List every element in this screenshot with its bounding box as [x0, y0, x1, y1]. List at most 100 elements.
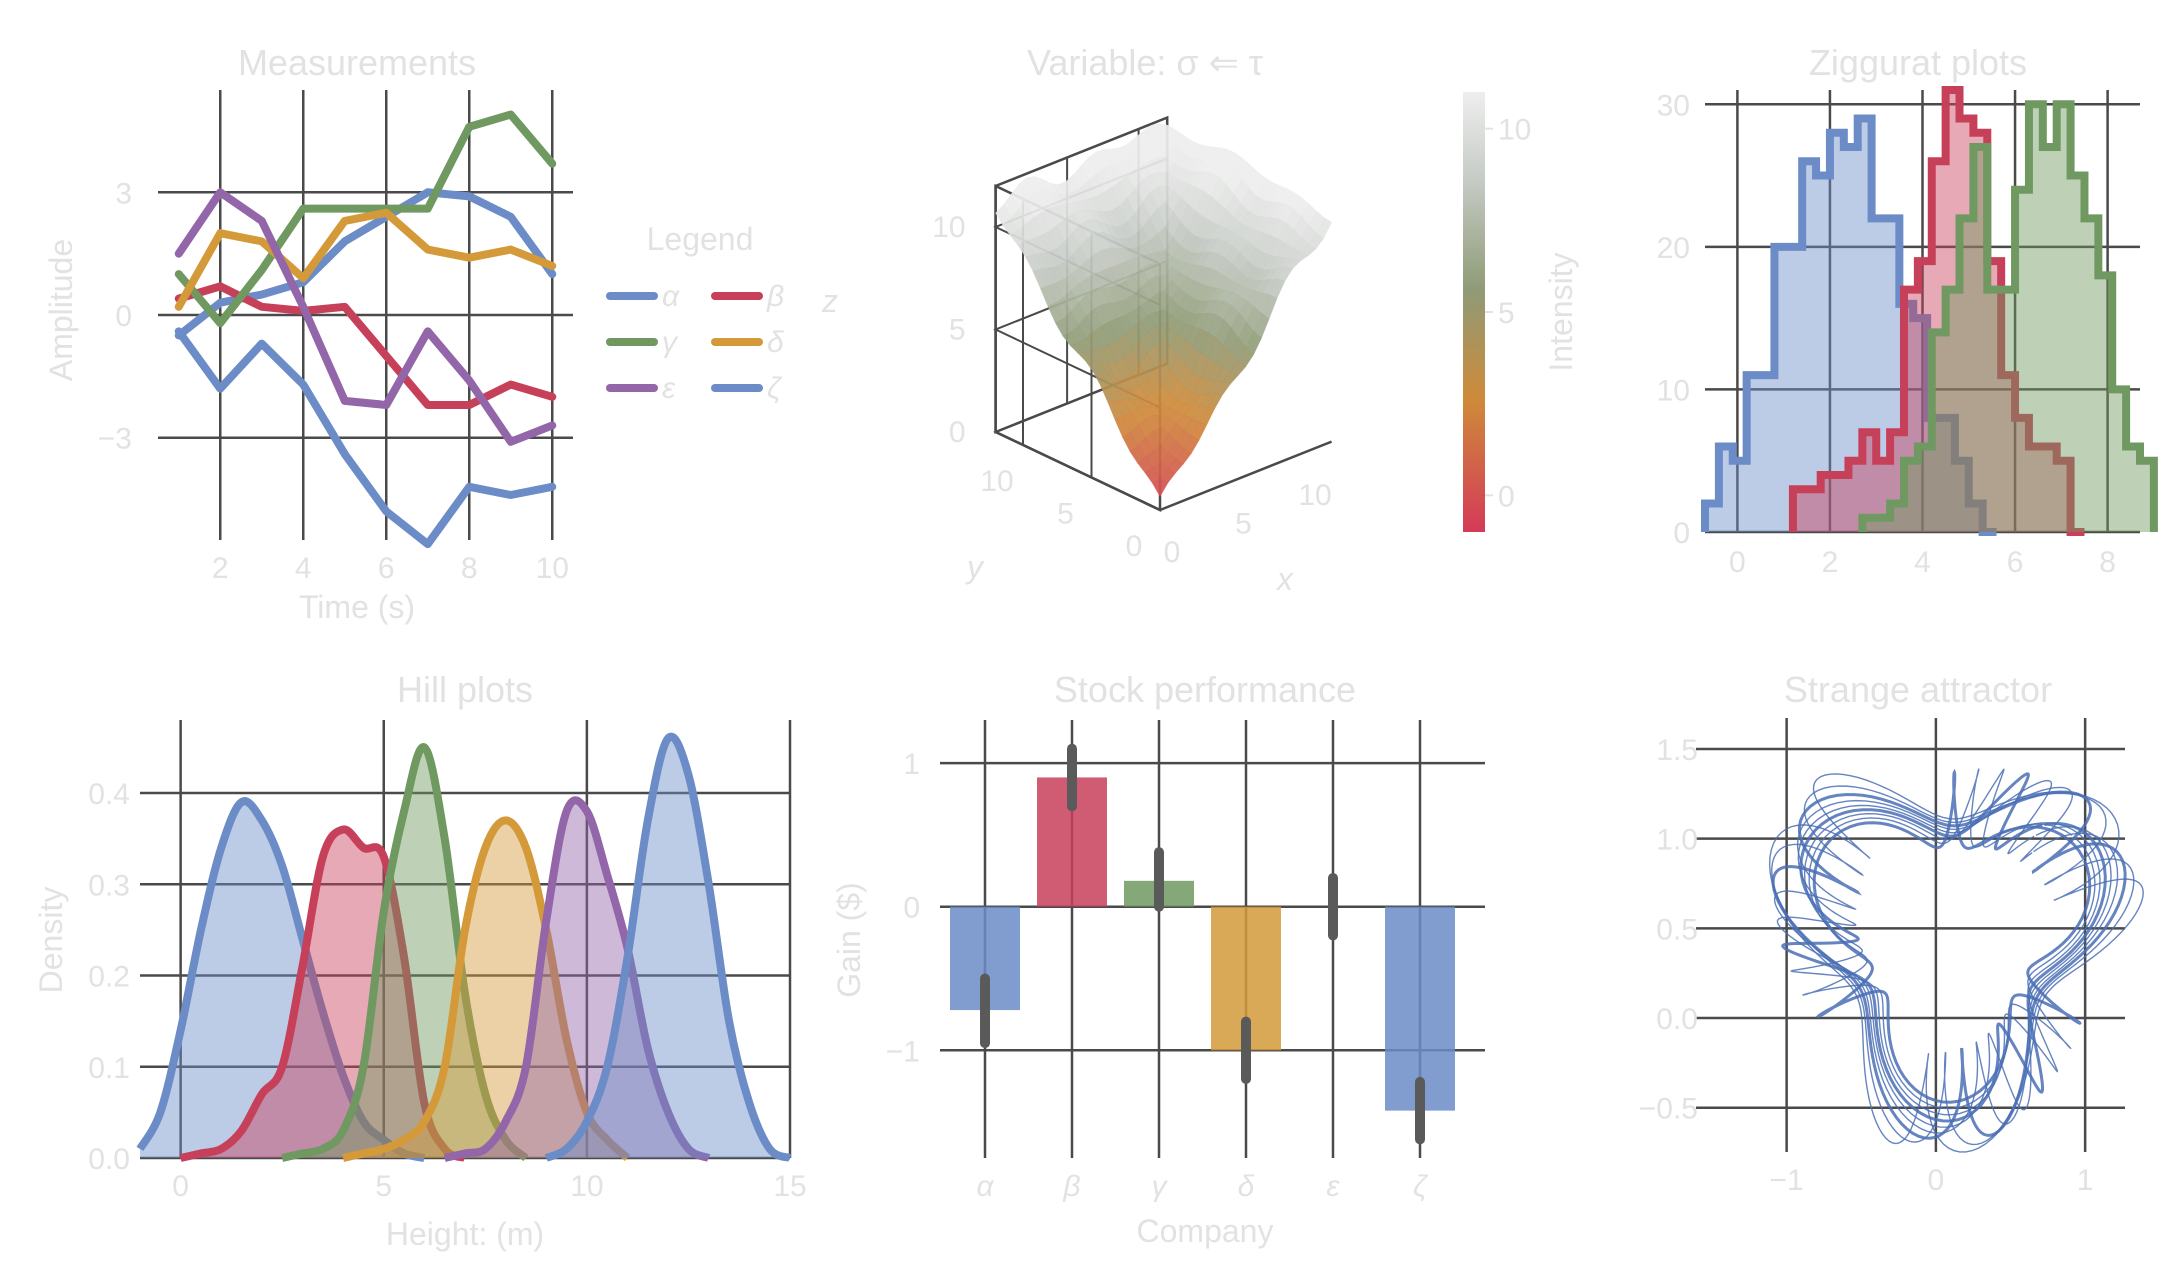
legend-label: γ — [662, 326, 679, 359]
density-fill-5 — [444, 800, 709, 1158]
y-tick-label: −0.5 — [1639, 1093, 1698, 1126]
legend-label: ε — [662, 372, 676, 405]
y-tick-label: 3 — [115, 177, 132, 210]
hill-ylabel: Density — [33, 887, 69, 994]
hill-xlabel: Height: (m) — [386, 1216, 544, 1252]
density-line-1 — [136, 797, 426, 1162]
x-tick-label: 15 — [773, 1170, 806, 1203]
y-tick-label: 0 — [1673, 517, 1690, 550]
colorbar — [1463, 92, 1485, 532]
series-line-6 — [174, 327, 557, 549]
x-tick-label: β — [1062, 1170, 1080, 1203]
attractor-trajectory-2 — [1801, 768, 2096, 1110]
y-tick-label: 1 — [903, 748, 920, 781]
y-tick-label: −1 — [886, 1035, 920, 1068]
colorbar-tick-label: 10 — [1498, 114, 1531, 147]
measurements-panel: Measurements Time (s) Amplitude 2 4 6 8 10 −3… — [43, 42, 784, 625]
z-tick-label: 10 — [932, 211, 965, 244]
y-tick-label: 0.0 — [1656, 1003, 1698, 1036]
histogram-fill-1 — [1705, 118, 1997, 533]
surface-zlabel: z — [821, 283, 838, 319]
colorbar-tick-label: 0 — [1498, 480, 1515, 513]
density-fill-6 — [546, 736, 790, 1158]
x-tick-label: 0 — [1164, 536, 1181, 569]
histogram-step-3 — [1858, 100, 2158, 532]
surface-ylabel: y — [965, 549, 985, 585]
x-tick-label: 10 — [570, 1170, 603, 1203]
ziggurat-title: Ziggurat plots — [1809, 42, 2027, 83]
attractor-trajectory-1 — [1812, 768, 2092, 1104]
y-tick-label: 0.4 — [88, 778, 130, 811]
x-tick-label: 4 — [295, 552, 312, 585]
measurements-title: Measurements — [238, 42, 476, 83]
x-tick-label: ζ — [1413, 1170, 1429, 1203]
y-tick-label: 0.5 — [1656, 913, 1698, 946]
measurements-ylabel: Amplitude — [43, 239, 79, 381]
density-line-2 — [179, 825, 467, 1162]
density-fill-4 — [343, 820, 628, 1158]
stock-title: Stock performance — [1054, 669, 1356, 710]
x-tick-label: 6 — [2007, 546, 2024, 579]
ziggurat-panel: Ziggurat plots 0 2 4 6 8 0 10 20 30 — [1657, 42, 2158, 579]
y-tick-label: 0 — [903, 892, 920, 925]
bar — [1385, 906, 1455, 1111]
stock-panel: Stock performance Company Gain ($) α β γ δ ε… — [831, 669, 1485, 1249]
y-tick-label: 10 — [980, 465, 1013, 498]
attractor-trajectory-9 — [1768, 773, 2144, 1153]
y-tick-label: −3 — [98, 423, 132, 456]
colorbar-label: Intensity — [1543, 252, 1579, 371]
x-tick-label: 8 — [461, 552, 478, 585]
series-line-4 — [174, 208, 557, 311]
x-tick-label: 5 — [1235, 508, 1252, 541]
legend-label: δ — [767, 326, 784, 359]
stock-xlabel: Company — [1137, 1213, 1274, 1249]
x-tick-label: δ — [1238, 1170, 1255, 1203]
x-tick-label: 4 — [1914, 546, 1931, 579]
x-tick-label: γ — [1152, 1170, 1169, 1203]
y-tick-label: 1.5 — [1656, 734, 1698, 767]
y-tick-label: 0.3 — [88, 869, 130, 902]
stock-ylabel: Gain ($) — [831, 882, 867, 998]
x-tick-label: 2 — [212, 552, 229, 585]
y-tick-label: 30 — [1657, 89, 1690, 122]
histogram-step-1 — [1701, 114, 1997, 536]
legend-label: α — [662, 280, 680, 313]
attractor-trajectory-4 — [1781, 772, 2107, 1123]
y-tick-label: 1.0 — [1656, 824, 1698, 857]
x-tick-label: 10 — [536, 552, 569, 585]
series-line-5 — [174, 188, 557, 446]
density-fill-3 — [282, 747, 526, 1158]
y-tick-label: 20 — [1657, 232, 1690, 265]
x-tick-label: −1 — [1770, 1164, 1804, 1197]
density-line-5 — [443, 796, 711, 1162]
colorbar-tick-label: 5 — [1498, 297, 1515, 330]
y-tick-label: 0 — [115, 300, 132, 333]
x-tick-label: 1 — [2077, 1164, 2094, 1197]
y-tick-label: 0.1 — [88, 1052, 130, 1085]
attractor-trajectory-7 — [1771, 790, 2127, 1140]
x-tick-label: 10 — [1298, 479, 1331, 512]
y-tick-label: 0.2 — [88, 961, 130, 994]
x-tick-label: 0 — [1928, 1164, 1945, 1197]
x-tick-label: 5 — [375, 1170, 392, 1203]
x-tick-label: 0 — [172, 1170, 189, 1203]
x-tick-label: ε — [1326, 1170, 1340, 1203]
density-line-6 — [544, 732, 792, 1162]
y-tick-label: 10 — [1657, 374, 1690, 407]
surface-title: Variable: σ ⇐ τ — [1027, 42, 1263, 83]
surface-facet — [1152, 478, 1169, 498]
series-line-3 — [174, 110, 557, 328]
attractor-trajectory-3 — [1790, 768, 2101, 1116]
z-tick-label: 0 — [949, 416, 966, 449]
measurements-xlabel: Time (s) — [299, 589, 415, 625]
axes-edge — [995, 430, 1333, 512]
z-tick-label: 5 — [949, 314, 966, 347]
surface-xlabel: x — [1275, 561, 1294, 597]
attractor-trajectory-8 — [1771, 785, 2135, 1146]
density-line-3 — [281, 743, 529, 1162]
x-tick-label: α — [976, 1170, 994, 1203]
y-tick-label: 0.0 — [88, 1143, 130, 1176]
x-tick-label: 0 — [1729, 546, 1746, 579]
